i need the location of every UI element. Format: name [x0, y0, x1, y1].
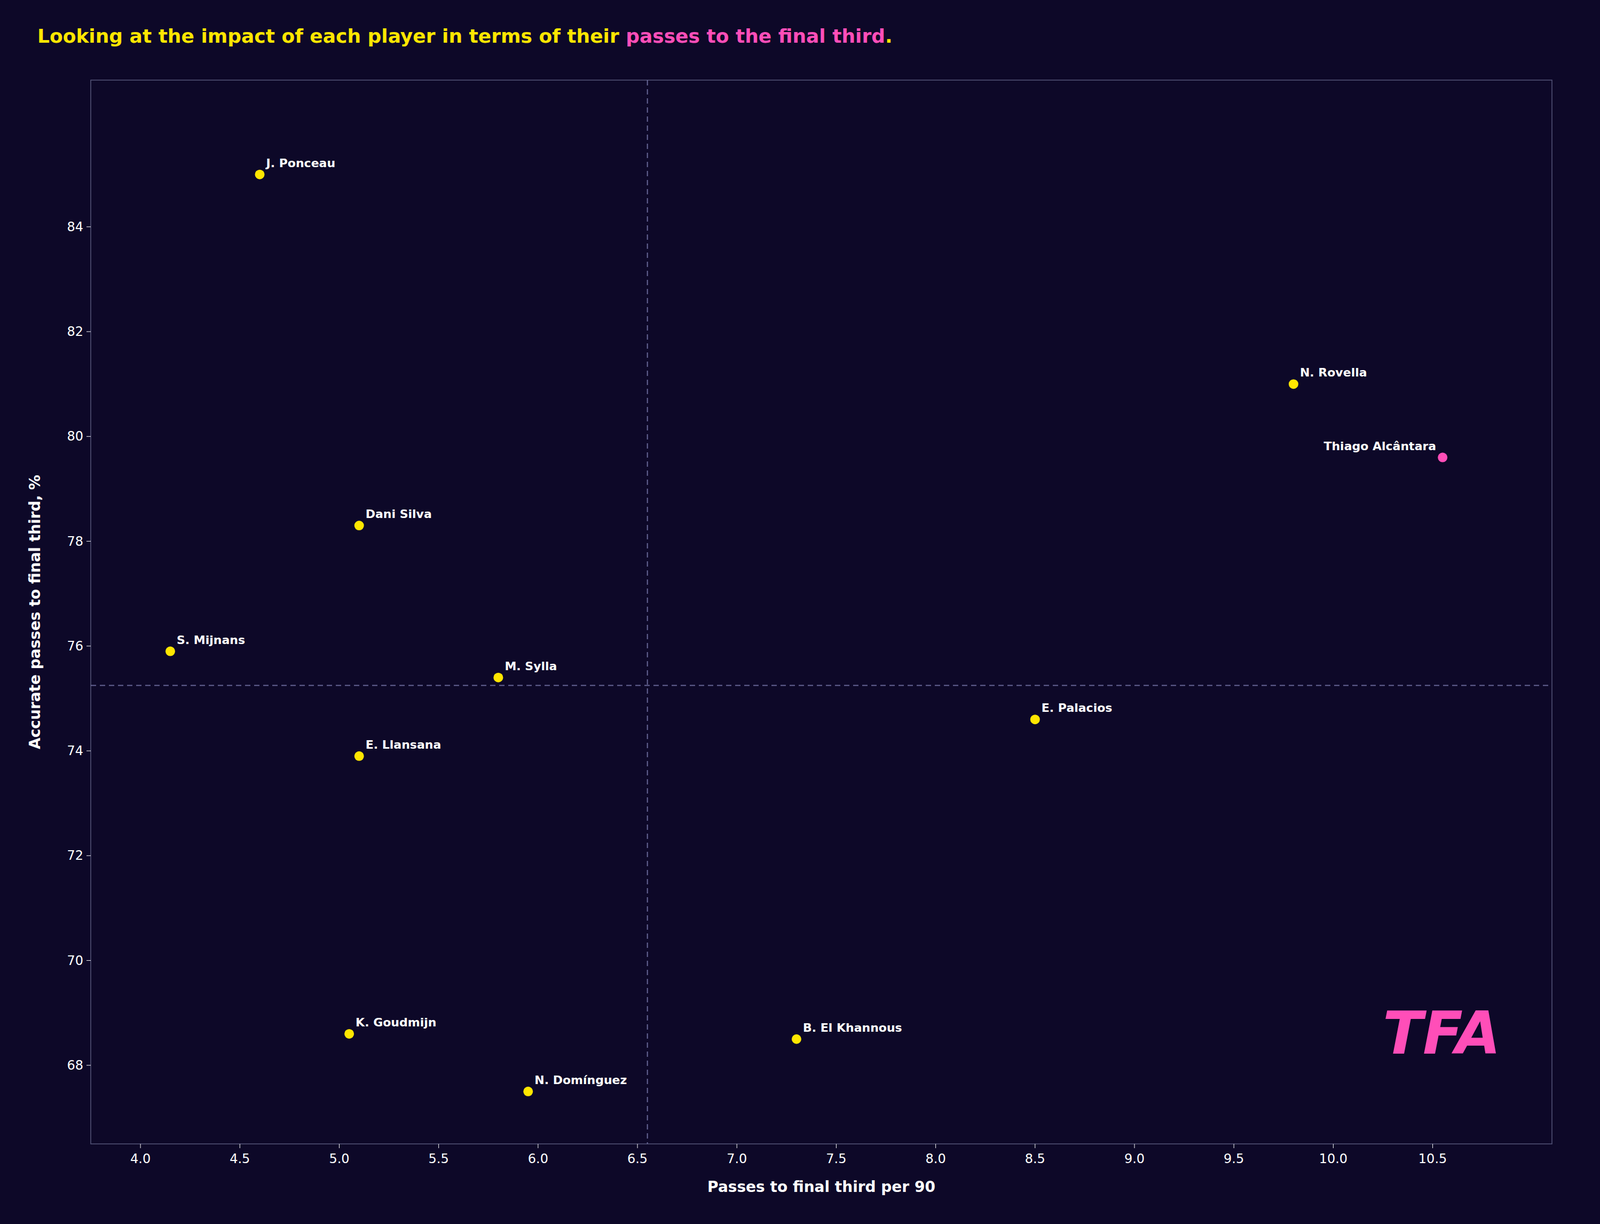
point — [523, 1086, 533, 1097]
plot-frame — [90, 80, 1552, 1144]
annotations: J. Ponceau S. Mijnans Dani Silva E. Llansan… — [176, 156, 1437, 1087]
point-label: E. Llansana — [365, 737, 442, 752]
point-label: N. Domínguez — [534, 1073, 627, 1087]
x-tick — [1034, 1143, 1036, 1148]
point — [791, 1034, 802, 1044]
x-tick-label: 6.0 — [527, 1151, 549, 1166]
y-tick-label: 74 — [66, 743, 84, 759]
y-tick-label: 82 — [66, 324, 84, 340]
point-label: J. Ponceau — [265, 156, 336, 170]
y-tick-label: 76 — [66, 638, 84, 654]
x-tick-label: 7.5 — [825, 1151, 847, 1166]
plot-area — [90, 80, 1552, 1144]
y-tick-label: 70 — [66, 952, 84, 968]
point-label: S. Mijnans — [176, 633, 246, 647]
point — [354, 751, 365, 761]
y-axis-label: Accurate passes to final third, % — [26, 474, 44, 750]
x-tick — [1233, 1143, 1235, 1148]
point — [255, 169, 265, 180]
y-tick — [86, 750, 91, 752]
x-tick — [140, 1143, 141, 1148]
point — [493, 672, 503, 683]
x-tick — [239, 1143, 241, 1148]
x-axis: 4.0 4.5 5.0 5.5 6.0 6.5 7.0 7.5 8.0 8.5 9.0 9.5 10.0… — [130, 1143, 1447, 1166]
reference-line-x — [647, 80, 649, 1144]
y-tick — [86, 1064, 91, 1066]
y-tick — [86, 436, 91, 437]
reference-line-y — [90, 684, 1552, 686]
x-tick-label: 8.5 — [1025, 1151, 1046, 1166]
x-tick — [1333, 1143, 1334, 1148]
point-label: Dani Silva — [365, 507, 432, 521]
x-tick — [438, 1143, 439, 1148]
x-tick-label: 5.0 — [328, 1151, 350, 1166]
x-tick-label: 8.0 — [925, 1151, 947, 1166]
x-tick — [1134, 1143, 1136, 1148]
x-tick-label: 5.5 — [428, 1151, 449, 1166]
x-tick-label: 9.0 — [1124, 1151, 1145, 1166]
y-tick-label: 68 — [66, 1057, 84, 1073]
point — [344, 1028, 354, 1039]
point — [1288, 379, 1299, 389]
point — [354, 520, 365, 531]
point-label: K. Goudmijn — [355, 1015, 437, 1029]
y-tick — [86, 855, 91, 856]
y-tick — [86, 226, 91, 227]
x-tick-label: 4.0 — [130, 1151, 151, 1166]
point-label: N. Rovella — [1299, 365, 1368, 380]
point-label: M. Sylla — [504, 659, 557, 673]
x-tick — [836, 1143, 837, 1148]
y-tick — [86, 540, 91, 542]
y-axis: 68 70 72 74 76 78 80 82 84 — [66, 219, 91, 1073]
point-label: B. El Khannous — [802, 1020, 903, 1035]
point-label: Thiago Alcântara — [1323, 439, 1437, 453]
background — [0, 0, 1600, 1224]
x-tick — [339, 1143, 340, 1148]
point — [1437, 452, 1448, 463]
x-tick — [637, 1143, 638, 1148]
title-part: Looking at the impact of each player in … — [37, 25, 626, 47]
point-label: E. Palacios — [1041, 700, 1113, 715]
x-tick-label: 10.5 — [1418, 1151, 1447, 1166]
x-tick-label: 4.5 — [229, 1151, 250, 1166]
title-part: . — [885, 25, 893, 47]
y-tick-label: 80 — [66, 428, 84, 444]
y-tick-label: 72 — [66, 847, 84, 863]
x-tick — [1432, 1143, 1433, 1148]
x-tick-label: 7.0 — [726, 1151, 747, 1166]
y-tick — [86, 959, 91, 961]
x-tick — [736, 1143, 738, 1148]
title: Looking at the impact of each player in … — [37, 25, 893, 47]
chart: Looking at the impact of each player in … — [0, 0, 1600, 1224]
x-tick-label: 6.5 — [627, 1151, 648, 1166]
x-tick-label: 9.5 — [1223, 1151, 1244, 1166]
y-tick — [86, 645, 91, 646]
watermark: TFA — [1382, 998, 1501, 1068]
point — [165, 646, 176, 657]
x-axis-label: Passes to final third per 90 — [707, 1177, 936, 1196]
point — [1030, 714, 1040, 724]
y-tick — [86, 331, 91, 333]
y-tick-label: 84 — [66, 219, 84, 235]
x-tick-label: 10.0 — [1319, 1151, 1348, 1166]
title-part: passes to the final third — [625, 25, 886, 47]
x-tick — [935, 1143, 936, 1148]
y-tick-label: 78 — [66, 533, 84, 549]
x-tick — [537, 1143, 539, 1148]
